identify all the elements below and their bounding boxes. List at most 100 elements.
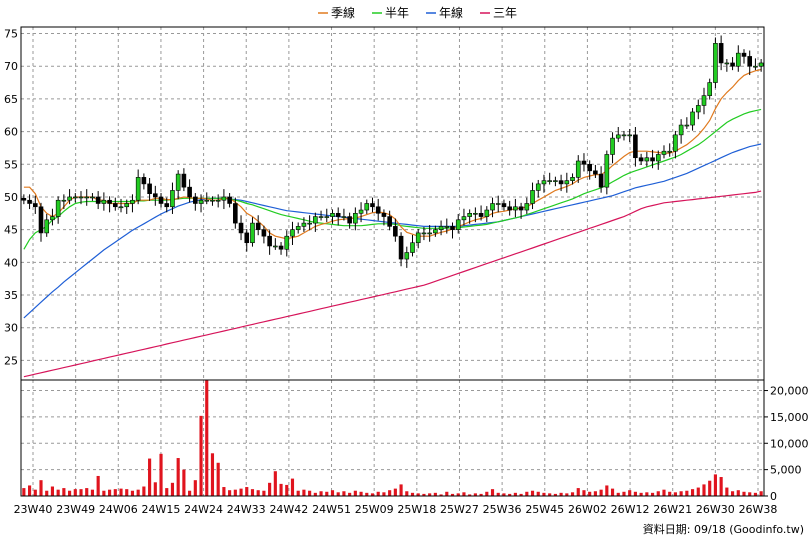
candle [27, 194, 32, 210]
volume-bar [108, 489, 112, 496]
candle [484, 206, 490, 223]
candle-body [153, 193, 158, 198]
candle-body [610, 137, 615, 155]
candle [735, 45, 741, 72]
candle [393, 218, 398, 242]
candle-body [553, 180, 558, 182]
candle [210, 196, 215, 206]
volume-tick-label: 15,000 [770, 411, 808, 424]
candle-body [221, 196, 227, 201]
volume-bar [102, 490, 106, 496]
volume-bar [90, 489, 95, 496]
x-tick-label: 26W02 [568, 503, 607, 516]
candle [455, 213, 461, 234]
candle [490, 197, 495, 218]
price-tick-label: 40 [4, 256, 18, 269]
candle [244, 228, 250, 252]
candle [330, 209, 335, 224]
volume-bar [56, 489, 60, 496]
volume-bar [239, 488, 243, 496]
legend-item: 年線 [426, 5, 463, 20]
candle-body [713, 43, 718, 83]
volume-bar [113, 489, 117, 496]
candle-body [558, 180, 564, 185]
candle [427, 225, 432, 242]
volume-bar [210, 453, 215, 496]
volume-tick-label: 20,000 [770, 385, 808, 398]
candle [158, 193, 164, 208]
candle-body [273, 245, 278, 248]
volume-bar [422, 493, 426, 496]
candle-body [44, 219, 50, 234]
volume-bar [28, 485, 32, 496]
candle [318, 210, 324, 221]
candle [593, 164, 598, 179]
x-tick-label: 25W45 [525, 503, 564, 516]
candle [667, 143, 672, 157]
candle-body [730, 62, 735, 67]
candle-body [747, 56, 753, 67]
candle-body [678, 124, 684, 136]
candle [193, 193, 198, 211]
candle-body [524, 203, 530, 211]
legend-label: 三年 [493, 6, 517, 20]
volume-bar [730, 491, 735, 496]
candle-body [444, 226, 450, 228]
candle [655, 150, 661, 170]
candle-body [313, 216, 318, 224]
volume-bar [502, 493, 506, 496]
candle-body [495, 203, 501, 205]
volume-axis: 0 5,000 10,000 15,000 20,000 [764, 385, 808, 503]
candle-body [27, 199, 32, 204]
volume-bar [216, 462, 220, 496]
volume-bar [679, 491, 683, 496]
volume-bar [713, 474, 717, 496]
candle-body [170, 190, 175, 208]
volume-bar [736, 490, 740, 496]
volume-bar [73, 489, 77, 496]
volume-bar [170, 482, 175, 496]
candle-body [650, 157, 655, 162]
volume-bar [673, 492, 677, 496]
volume-bar [525, 491, 529, 496]
grid [21, 27, 764, 496]
price-tick-label: 55 [4, 158, 18, 171]
candle-body [141, 177, 147, 185]
volume-bar [205, 380, 209, 496]
volume-bar [199, 415, 203, 496]
candle-body [513, 206, 518, 211]
candle-body [21, 197, 27, 201]
candle-body [244, 232, 250, 244]
candle [558, 174, 564, 192]
volume-bar [748, 492, 752, 496]
candle-body [318, 216, 324, 218]
candle-body [204, 199, 210, 202]
candle-body [307, 222, 312, 225]
volume-bar [125, 489, 129, 496]
candle-body [615, 134, 621, 139]
volume-bars [22, 380, 763, 496]
volume-bar [513, 492, 517, 496]
candle-body [335, 213, 341, 217]
volume-bar [462, 492, 466, 496]
candle-body [193, 196, 198, 204]
candle-body [564, 180, 570, 185]
volume-bar [62, 488, 66, 496]
candle-body [661, 150, 667, 155]
candle [38, 202, 44, 242]
candle [335, 207, 341, 226]
candle [570, 173, 575, 185]
volume-bar [153, 482, 157, 496]
candle [255, 215, 261, 236]
volume-bar [725, 487, 729, 496]
volume-bar [233, 489, 237, 496]
legend-item: 三年 [480, 6, 517, 20]
candle-body [433, 229, 438, 234]
candle-body [410, 242, 415, 253]
candle [181, 168, 187, 192]
candle-body [358, 209, 364, 214]
candle [598, 166, 604, 193]
volume-bar [416, 493, 420, 496]
volume-bar [548, 493, 552, 496]
candle-body [95, 196, 101, 204]
